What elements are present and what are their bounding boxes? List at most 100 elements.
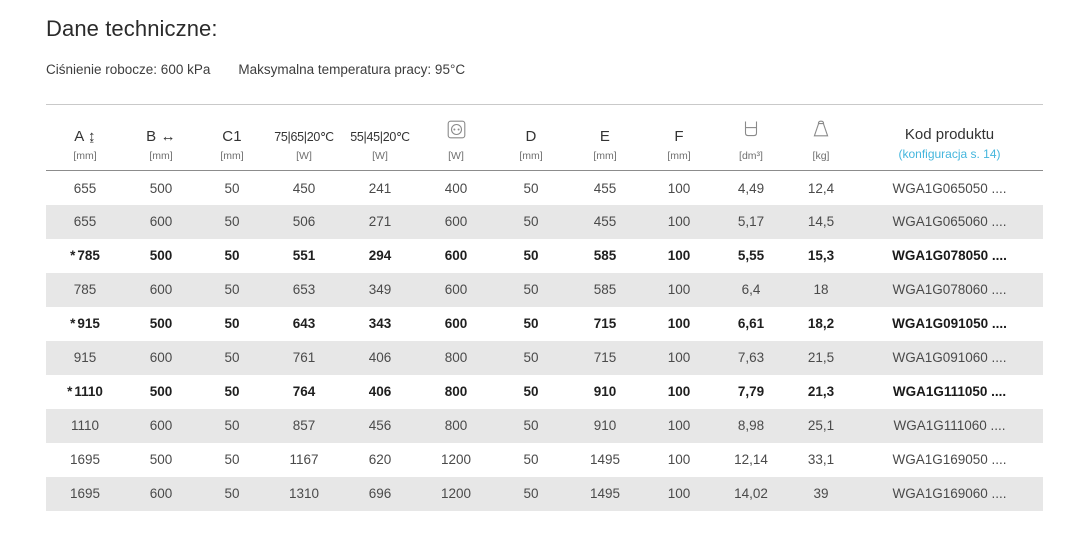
table-cell: 100 — [642, 204, 716, 239]
table-cell: 50 — [198, 476, 266, 511]
table-cell: 50 — [198, 306, 266, 341]
cell-height-a: 915 — [46, 340, 124, 375]
table-cell: 50 — [198, 204, 266, 239]
table-cell: 6,4 — [716, 272, 786, 307]
column-header-F: F [mm] — [642, 104, 716, 172]
table-cell: 100 — [642, 340, 716, 375]
table-cell: 585 — [568, 238, 642, 273]
table-cell: 50 — [494, 408, 568, 443]
table-cell: 500 — [124, 442, 198, 477]
table-cell: 764 — [266, 374, 342, 409]
column-header-B ↔: B ↔ [mm] — [124, 104, 198, 172]
column-header-weight: [kg] — [786, 104, 856, 172]
table-cell: 600 — [418, 306, 494, 341]
table-cell: 50 — [198, 272, 266, 307]
table-cell: 600 — [124, 272, 198, 307]
table-row[interactable]: * 785 500 50 551 294 600 50 585 100 5,55 15,3 WGA1G0… — [46, 238, 1043, 273]
cell-product-code[interactable]: WGA1G111060 .... — [856, 408, 1043, 443]
header-unit: [W] — [296, 149, 312, 162]
table-row[interactable]: 655 500 50 450 241 400 50 455 100 4,49 12,4 WGA1G06… — [46, 170, 1043, 205]
column-header-power-socket: [W] — [418, 104, 494, 172]
cell-product-code[interactable]: WGA1G091050 .... — [856, 306, 1043, 341]
table-row[interactable]: 655 600 50 506 271 600 50 455 100 5,17 14,5 WGA1G06… — [46, 204, 1043, 239]
cell-product-code[interactable]: WGA1G065060 .... — [856, 204, 1043, 239]
table-cell: 100 — [642, 272, 716, 307]
table-cell: 600 — [124, 408, 198, 443]
max-temperature-label: Maksymalna temperatura pracy: 95°C — [238, 62, 466, 78]
cell-height-a: * 915 — [46, 306, 124, 341]
table-cell: 620 — [342, 442, 418, 477]
cell-height-a: 785 — [46, 272, 124, 307]
table-cell: 600 — [124, 476, 198, 511]
table-row[interactable]: 915 600 50 761 406 800 50 715 100 7,63 21,5 WGA1G09… — [46, 340, 1043, 375]
product-header-content: Kod produktu (konfiguracja s. 14) — [858, 117, 1041, 161]
table-cell: 800 — [418, 408, 494, 443]
table-cell: 4,49 — [716, 170, 786, 205]
table-row[interactable]: 1695 500 50 1167 620 1200 50 1495 100 12,14 33,1 WG… — [46, 442, 1043, 477]
cell-height-a: 1695 — [46, 442, 124, 477]
table-cell: 643 — [266, 306, 342, 341]
table-cell: 600 — [124, 204, 198, 239]
table-cell: 14,02 — [716, 476, 786, 511]
table-cell: 343 — [342, 306, 418, 341]
cell-product-code[interactable]: WGA1G169050 .... — [856, 442, 1043, 477]
cell-product-code[interactable]: WGA1G078060 .... — [856, 272, 1043, 307]
header-cell-content: [W] — [420, 117, 492, 161]
table-body: 655 500 50 450 241 400 50 455 100 4,49 12,4 WGA1G06… — [46, 170, 1043, 511]
table-cell: 1167 — [266, 442, 342, 477]
table-cell: 50 — [494, 306, 568, 341]
table-cell: 39 — [786, 476, 856, 511]
header-unit: [W] — [372, 149, 388, 162]
table-cell: 653 — [266, 272, 342, 307]
cell-product-code[interactable]: WGA1G091060 .... — [856, 340, 1043, 375]
table-cell: 7,79 — [716, 374, 786, 409]
table-cell: 15,3 — [786, 238, 856, 273]
table-cell: 271 — [342, 204, 418, 239]
table-cell: 456 — [342, 408, 418, 443]
table-row[interactable]: * 915 500 50 643 343 600 50 715 100 6,61 18,2 WGA1G0… — [46, 306, 1043, 341]
table-cell: 761 — [266, 340, 342, 375]
table-cell: 551 — [266, 238, 342, 273]
cell-height-a: 1110 — [46, 408, 124, 443]
table-cell: 50 — [494, 476, 568, 511]
table-cell: 50 — [494, 204, 568, 239]
column-header-E: E [mm] — [568, 104, 642, 172]
table-cell: 506 — [266, 204, 342, 239]
table-cell: 18 — [786, 272, 856, 307]
header-unit: [mm] — [519, 149, 543, 162]
header-cell-content: 55|45|20℃ [W] — [344, 117, 416, 161]
configuration-page-link[interactable]: (konfiguracja s. 14) — [898, 147, 1001, 162]
table-cell: 50 — [494, 272, 568, 307]
table-cell: 50 — [494, 340, 568, 375]
table-cell: 18,2 — [786, 306, 856, 341]
table-row[interactable]: 1695 600 50 1310 696 1200 50 1495 100 14,02 39 WGA1… — [46, 476, 1043, 511]
cell-product-code[interactable]: WGA1G169060 .... — [856, 476, 1043, 511]
table-cell: 1200 — [418, 476, 494, 511]
cell-height-a: * 785 — [46, 238, 124, 273]
table-row[interactable]: 785 600 50 653 349 600 50 585 100 6,4 18 WGA1G07806… — [46, 272, 1043, 307]
power-socket-icon — [447, 120, 466, 144]
header-label: A ↨ — [74, 127, 96, 145]
cell-product-code[interactable]: WGA1G078050 .... — [856, 238, 1043, 273]
cell-product-code[interactable]: WGA1G065050 .... — [856, 170, 1043, 205]
table-cell: 910 — [568, 408, 642, 443]
table-cell: 50 — [198, 170, 266, 205]
cell-product-code[interactable]: WGA1G111050 .... — [856, 374, 1043, 409]
table-row[interactable]: * 1110 500 50 764 406 800 50 910 100 7,79 21,3 WGA1G… — [46, 374, 1043, 409]
table-row[interactable]: 1110 600 50 857 456 800 50 910 100 8,98 25,1 WGA1G1… — [46, 408, 1043, 443]
header-unit: [mm] — [667, 149, 691, 162]
table-cell: 1200 — [418, 442, 494, 477]
table-header: A ↨ [mm] B ↔ [mm] C1 [mm] 75|65|20℃ [W] 55|45|20… — [46, 104, 1043, 172]
working-pressure-label: Ciśnienie robocze: 600 kPa — [46, 62, 211, 78]
header-unit: [mm] — [593, 149, 617, 162]
header-label: 55|45|20℃ — [350, 130, 410, 145]
table-cell: 450 — [266, 170, 342, 205]
technical-spec-table: A ↨ [mm] B ↔ [mm] C1 [mm] 75|65|20℃ [W] 55|45|20… — [46, 104, 1043, 511]
table-cell: 100 — [642, 306, 716, 341]
table-cell: 50 — [494, 374, 568, 409]
table-cell: 800 — [418, 340, 494, 375]
table-cell: 25,1 — [786, 408, 856, 443]
table-cell: 5,55 — [716, 238, 786, 273]
header-cell-content: 75|65|20℃ [W] — [268, 117, 340, 161]
